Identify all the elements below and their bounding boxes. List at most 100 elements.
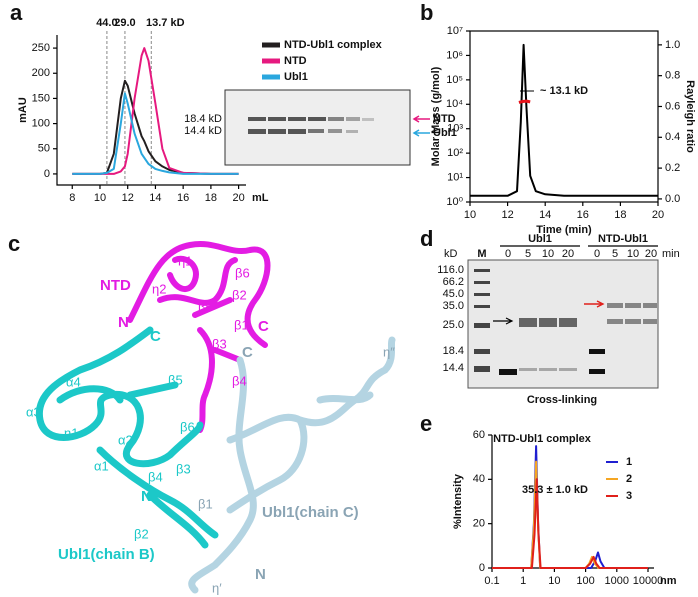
x-tick-label: 10 [548,575,560,587]
x-tick-label: 14 [539,209,551,221]
y-tick-label: 10⁵ [446,74,463,86]
x-tick-label: 10 [94,192,106,204]
gel-unit: kD [444,248,458,260]
plot-frame [469,30,659,203]
legend-label: NTD-Ubl1 complex [284,39,383,51]
y-tick-label: 10⁴ [446,98,463,110]
structure-label: β1 [198,496,213,511]
legend-label: 3 [626,490,632,502]
x-tick-label: 20 [652,209,664,221]
inset-size-label: 14.4 kD [184,125,222,137]
series-line [518,99,531,104]
y-tick-label: 10⁷ [447,25,463,37]
inset-bands [248,117,374,134]
y-tick-label: 20 [473,518,485,530]
gel-group: NTD-Ubl1 [598,233,648,245]
x-tick-label: 16 [577,209,589,221]
x-axis-label: mL [252,192,269,204]
structure-label: α4 [66,374,81,389]
inset-gel [224,89,411,166]
y2-tick-label: 0.6 [665,100,680,112]
inset-arrow [412,115,430,123]
structure-label: β4 [232,373,247,388]
y-tick-label: 0 [479,562,485,574]
series-line [492,478,648,569]
x-tick-label: 10000 [633,575,664,587]
gel-size: 35.0 [443,300,464,312]
panel-letter: d [420,226,433,251]
marker-label: 44.0 [96,17,117,29]
panel-letter: a [10,0,23,25]
y2-tick-label: 0.8 [665,70,680,82]
structure-label: β4 [148,469,163,484]
gel-time-unit: min [662,248,680,260]
gel-size: 66.2 [443,276,464,288]
gel-size: 14.4 [443,362,464,374]
structure-label: NTD [100,277,131,294]
gel-time: 0 [594,248,600,260]
inset-size-label: 18.4 kD [184,113,222,125]
x-tick-label: 100 [576,575,594,587]
structure-label: β5 [198,299,213,314]
gel-time: 20 [562,248,574,260]
structure-label: N [118,314,129,331]
gel-time: 10 [627,248,639,260]
legend-label: Ubl1 [284,71,308,83]
structure-label: α2 [118,432,133,447]
gel-time: 10 [542,248,554,260]
gel-caption: Cross-linking [527,394,597,406]
y-tick-label: 150 [32,92,50,104]
series-line [72,79,239,175]
series-line [470,43,658,197]
structure-label: β2 [232,287,247,302]
gel-size: 18.4 [443,345,464,357]
structure-label: η″ [383,344,395,359]
x-tick-label: 18 [614,209,626,221]
gel-size: 45.0 [443,288,464,300]
protein-structure [35,241,396,594]
structure-label: β3 [176,461,191,476]
gel-size: 116.0 [437,264,464,276]
series-line [492,460,648,569]
structure-label: C [150,328,161,345]
gel-group: Ubl1 [528,233,552,245]
marker-label: 29.0 [114,17,135,29]
x-tick-label: 8 [69,192,75,204]
structure-label: C [242,344,253,361]
x-tick-label: 1 [520,575,526,587]
gel-time: 5 [525,248,531,260]
structure-label: β6 [180,419,195,434]
structure-label: β1 [234,317,249,332]
y-tick-label: 10³ [447,123,463,135]
panel-letter: b [420,0,433,25]
x-axis-label: nm [660,575,677,587]
y2-tick-label: 1.0 [665,39,680,51]
panel-letter: e [420,411,432,436]
gel-bands [474,269,657,375]
structure-label: Ubl1(chain B) [58,546,155,563]
annotation: 35.3 ± 1.0 kD [522,484,588,496]
y-axis-label: Molar Mass (g/mol) [430,66,442,166]
x-tick-label: 20 [232,192,244,204]
gel-time: 5 [612,248,618,260]
inset-band-label: Ubl1 [433,127,457,139]
structure-label: N [255,566,266,583]
y2-axis-label: Rayleigh ratio [684,80,696,153]
x-tick-label: 14 [149,192,161,204]
x-tick-label: 10 [464,209,476,221]
y-tick-label: 100 [32,117,50,129]
gel-time: 0 [505,248,511,260]
panel-letter: c [8,231,20,256]
x-tick-label: 12 [122,192,134,204]
structure-label: β3 [212,336,227,351]
structure-label: α1 [94,458,109,473]
arrow [493,317,514,325]
structure-label: β2 [134,526,149,541]
structure-label: η1 [64,425,78,440]
arrow [584,300,605,308]
x-tick-label: 0.1 [484,575,499,587]
gel-time: 20 [645,248,657,260]
gel-lane: M [477,248,486,260]
structure-label: Ubl1(chain C) [262,504,359,521]
